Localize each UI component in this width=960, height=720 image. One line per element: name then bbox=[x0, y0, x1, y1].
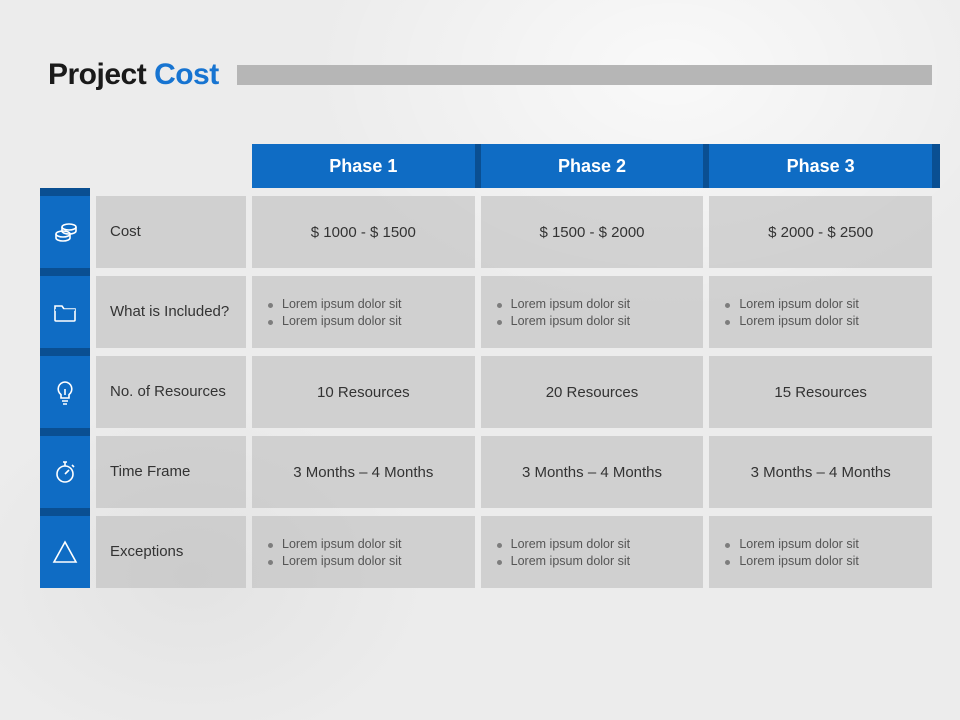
table-row: Cost$ 1000 - $ 1500$ 1500 - $ 2000$ 2000… bbox=[40, 196, 932, 268]
column-header-row: Phase 1 Phase 2 Phase 3 bbox=[40, 144, 932, 188]
folder-icon bbox=[40, 276, 90, 348]
data-cell: Lorem ipsum dolor sit Lorem ipsum dolor s… bbox=[252, 276, 475, 348]
data-cell: 3 Months – 4 Months bbox=[709, 436, 932, 508]
bullet-item: Lorem ipsum dolor sit bbox=[268, 314, 459, 328]
bullet-item: Lorem ipsum dolor sit bbox=[725, 297, 916, 311]
table-row: ExceptionsLorem ipsum dolor sitLorem ips… bbox=[40, 516, 932, 588]
table-row: No. of Resources10 Resources20 Resources… bbox=[40, 356, 932, 428]
warning-icon bbox=[40, 516, 90, 588]
data-cell: $ 1000 - $ 1500 bbox=[252, 196, 475, 268]
data-cell: Lorem ipsum dolor sit Lorem ipsum dolor s… bbox=[481, 516, 704, 588]
bulb-icon bbox=[40, 356, 90, 428]
column-header-phase-1: Phase 1 bbox=[252, 144, 475, 188]
title-row: Project Cost bbox=[48, 58, 932, 92]
column-header-label: Phase 2 bbox=[558, 156, 626, 177]
bullet-list: Lorem ipsum dolor sit Lorem ipsum dolor s… bbox=[725, 534, 916, 571]
data-cell: 15 Resources bbox=[709, 356, 932, 428]
row-label: What is Included? bbox=[96, 276, 246, 348]
bullet-item: Lorem ipsum dolor sit bbox=[268, 554, 459, 568]
column-header-label: Phase 1 bbox=[329, 156, 397, 177]
title-word-2: Cost bbox=[154, 58, 219, 91]
data-cell: 3 Months – 4 Months bbox=[252, 436, 475, 508]
row-label: Exceptions bbox=[96, 516, 246, 588]
table-body: Cost$ 1000 - $ 1500$ 1500 - $ 2000$ 2000… bbox=[48, 196, 932, 588]
data-cell: 20 Resources bbox=[481, 356, 704, 428]
row-label: Cost bbox=[96, 196, 246, 268]
bullet-list: Lorem ipsum dolor sit Lorem ipsum dolor s… bbox=[497, 534, 688, 571]
page-title: Project Cost bbox=[48, 58, 219, 92]
slide: Project Cost Phase 1 Phase 2 Phase 3 Cos… bbox=[0, 0, 960, 720]
table-row: What is Included?Lorem ipsum dolor sitLo… bbox=[40, 276, 932, 348]
bullet-item: Lorem ipsum dolor sit bbox=[725, 554, 916, 568]
table-row: Time Frame3 Months – 4 Months3 Months – … bbox=[40, 436, 932, 508]
bullet-item: Lorem ipsum dolor sit bbox=[497, 537, 688, 551]
bullet-item: Lorem ipsum dolor sit bbox=[268, 297, 459, 311]
bullet-list: Lorem ipsum dolor sit Lorem ipsum dolor s… bbox=[497, 294, 688, 331]
column-header-label: Phase 3 bbox=[787, 156, 855, 177]
column-header-phase-3: Phase 3 bbox=[709, 144, 932, 188]
bullet-list: Lorem ipsum dolor sit Lorem ipsum dolor s… bbox=[268, 534, 459, 571]
row-label: No. of Resources bbox=[96, 356, 246, 428]
bullet-list: Lorem ipsum dolor sit Lorem ipsum dolor s… bbox=[268, 294, 459, 331]
data-cell: Lorem ipsum dolor sit Lorem ipsum dolor s… bbox=[481, 276, 704, 348]
header-spacer-icon bbox=[40, 144, 90, 188]
bullet-item: Lorem ipsum dolor sit bbox=[497, 297, 688, 311]
bullet-item: Lorem ipsum dolor sit bbox=[725, 537, 916, 551]
bullet-item: Lorem ipsum dolor sit bbox=[497, 314, 688, 328]
header-spacer-label bbox=[96, 144, 246, 188]
bullet-item: Lorem ipsum dolor sit bbox=[268, 537, 459, 551]
data-cell: $ 2000 - $ 2500 bbox=[709, 196, 932, 268]
data-cell: Lorem ipsum dolor sit Lorem ipsum dolor s… bbox=[709, 516, 932, 588]
data-cell: Lorem ipsum dolor sit Lorem ipsum dolor s… bbox=[709, 276, 932, 348]
coins-icon bbox=[40, 196, 90, 268]
data-cell: 3 Months – 4 Months bbox=[481, 436, 704, 508]
data-cell: $ 1500 - $ 2000 bbox=[481, 196, 704, 268]
data-cell: 10 Resources bbox=[252, 356, 475, 428]
title-accent-bar bbox=[237, 65, 932, 85]
bullet-item: Lorem ipsum dolor sit bbox=[497, 554, 688, 568]
data-cell: Lorem ipsum dolor sit Lorem ipsum dolor s… bbox=[252, 516, 475, 588]
bullet-list: Lorem ipsum dolor sit Lorem ipsum dolor s… bbox=[725, 294, 916, 331]
column-header-phase-2: Phase 2 bbox=[481, 144, 704, 188]
row-label: Time Frame bbox=[96, 436, 246, 508]
bullet-item: Lorem ipsum dolor sit bbox=[725, 314, 916, 328]
stopwatch-icon bbox=[40, 436, 90, 508]
title-word-1: Project bbox=[48, 58, 146, 91]
